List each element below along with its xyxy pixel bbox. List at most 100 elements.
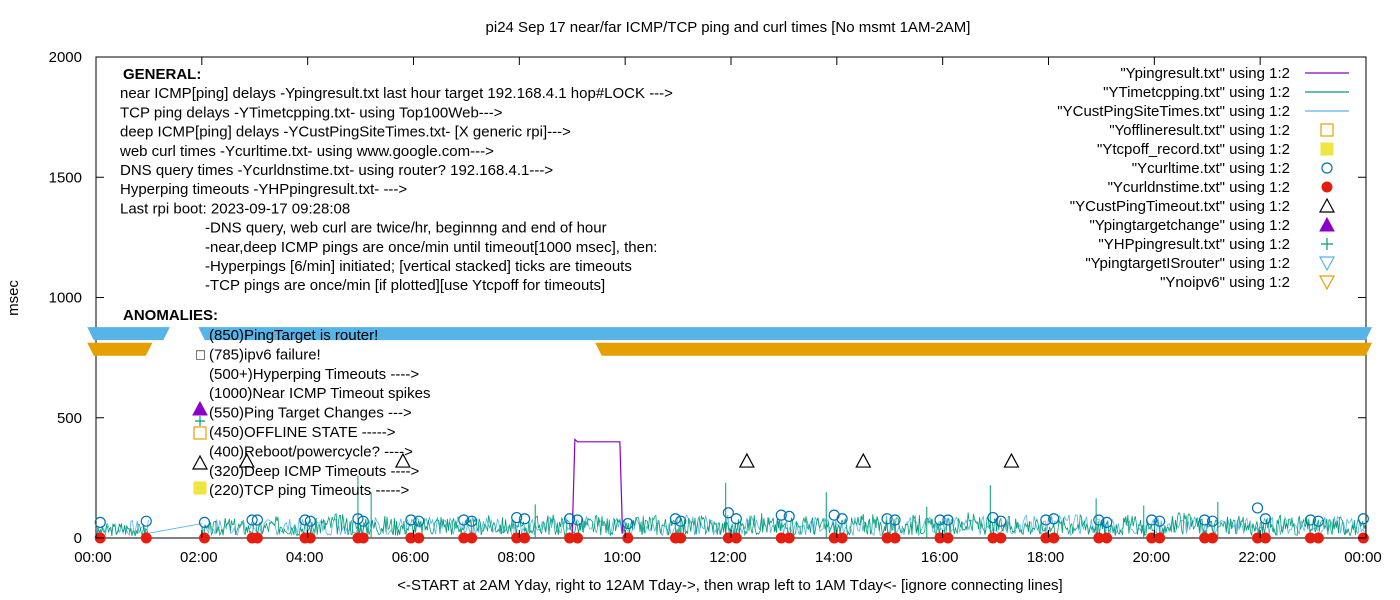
data-point — [413, 532, 425, 544]
legend-swatch — [1319, 216, 1335, 232]
data-point — [669, 513, 682, 525]
legend-label: "YTimetcpping.txt" using 1:2 — [1103, 84, 1290, 101]
anomaly-line: (220)TCP ping Timeouts -----> — [209, 482, 409, 499]
data-point — [622, 517, 634, 530]
legend-swatch — [1318, 275, 1336, 291]
y-tick-label: 2000 — [49, 49, 82, 66]
data-point — [995, 515, 1007, 527]
data-point — [1357, 513, 1369, 525]
x-tick-label: 22:00 — [1238, 549, 1276, 566]
data-point — [675, 515, 687, 527]
data-point — [571, 514, 584, 526]
y-tick-label: 500 — [57, 410, 82, 427]
data-point — [1040, 514, 1052, 526]
data-point — [775, 509, 787, 521]
legend-swatch — [1318, 256, 1336, 272]
status-band — [87, 342, 153, 356]
annotation-line: DNS query times -Ycurldnstime.txt- using… — [120, 162, 553, 179]
status-band — [198, 327, 1373, 341]
data-point — [934, 514, 946, 526]
annotation-line: -DNS query, web curl are twice/hr, begin… — [205, 220, 607, 237]
annotation-line: web curl times -Ycurltime.txt- using www… — [119, 143, 494, 160]
annotation-line: near ICMP[ping] delays -Ypingresult.txt … — [120, 85, 673, 102]
legend-label: "Ynoipv6" using 1:2 — [1160, 274, 1290, 291]
status-band — [87, 327, 170, 341]
y-tick-label: 0 — [74, 530, 82, 547]
data-point — [1199, 514, 1211, 526]
y-tick-label: 1000 — [49, 290, 82, 307]
data-point — [836, 513, 848, 525]
data-point — [1206, 515, 1219, 527]
anomalies-heading: ANOMALIES: — [123, 307, 218, 324]
data-point — [299, 514, 311, 526]
legend-swatch — [1321, 181, 1333, 193]
data-point — [251, 532, 263, 544]
data-point — [730, 532, 742, 544]
data-point — [405, 514, 417, 526]
data-point — [251, 514, 263, 526]
anomaly-line: (1000)Near ICMP Timeout spikes — [209, 385, 430, 402]
data-point — [1312, 515, 1324, 527]
data-point — [466, 515, 478, 527]
data-point — [198, 532, 210, 544]
anomaly-line: (400)Reboot/powercycle? ----> — [209, 443, 413, 460]
data-point — [889, 532, 901, 544]
annotation-line: TCP ping delays -YTimetcpping.txt- using… — [120, 104, 503, 121]
data-point — [1154, 515, 1166, 527]
anomaly-marker-deep-timeout — [191, 454, 209, 470]
data-point — [738, 452, 755, 468]
data-point — [1304, 514, 1317, 526]
annotation-line: Last rpi boot: 2023-09-17 09:28:08 — [120, 200, 350, 217]
data-point — [942, 532, 954, 544]
data-point — [413, 515, 425, 527]
annotation-block: GENERAL: near ICMP[ping] delays -Ypingres… — [119, 66, 673, 499]
x-tick-label: 02:00 — [180, 549, 218, 566]
axis-ticks: 0 500 1000 1500 2000 00:00 02:00 04:00 06:00 08:0… — [49, 49, 1382, 566]
annotation-line: -near,deep ICMP pings are once/min until… — [205, 239, 657, 256]
x-axis-label: <-START at 2AM Yday, right to 12AM Tday-… — [397, 577, 1062, 594]
data-point — [1154, 532, 1166, 544]
data-point — [942, 514, 954, 526]
x-tick-label: 00:00 — [74, 549, 112, 566]
data-point — [458, 514, 470, 526]
legend-label: "Ytcpoff_record.txt" using 1:2 — [1097, 141, 1290, 158]
chart-title: pi24 Sep 17 near/far ICMP/TCP ping and c… — [486, 19, 971, 36]
data-point — [1101, 516, 1113, 528]
x-tick-label: 04:00 — [286, 549, 324, 566]
legend-label: "Ycurldnstime.txt" using 1:2 — [1108, 179, 1290, 196]
data-point — [519, 532, 531, 544]
data-point — [855, 452, 872, 468]
anomaly-line: (785)ipv6 failure! — [209, 346, 321, 363]
data-point — [722, 507, 734, 519]
near-icmp-line — [571, 438, 624, 534]
annotation-line: deep ICMP[ping] delays -YCustPingSiteTim… — [120, 124, 571, 141]
data-point — [238, 452, 255, 468]
anomaly-line: (550)Ping Target Changes ---> — [209, 405, 412, 422]
data-point — [394, 452, 411, 468]
data-point — [357, 515, 369, 527]
tcp-ping-line — [95, 512, 1367, 538]
data-point — [140, 515, 152, 527]
data-point — [730, 513, 742, 525]
legend-label: "YCustPingSiteTimes.txt" using 1:2 — [1057, 103, 1290, 120]
data-point — [246, 514, 258, 526]
annotation-line: -Hyperpings [6/min] initiated; [vertical… — [205, 258, 632, 275]
data-point — [622, 532, 634, 544]
data-point — [511, 511, 523, 524]
data-point — [304, 515, 316, 527]
data-point — [995, 532, 1007, 544]
y-axis-label: msec — [5, 280, 22, 316]
data-point — [1251, 502, 1264, 514]
data-point — [140, 532, 152, 544]
x-tick-label: 16:00 — [921, 549, 959, 566]
legend-label: "Ypingresult.txt" using 1:2 — [1120, 65, 1290, 82]
x-tick-label: 18:00 — [1027, 549, 1065, 566]
data-point — [94, 516, 106, 528]
data-point — [466, 532, 478, 544]
data-point — [1146, 514, 1158, 526]
data-point — [1003, 452, 1020, 468]
data-point — [1207, 532, 1219, 544]
x-tick-label: 08:00 — [498, 549, 536, 566]
legend-label: "YCustPingTimeout.txt" using 1:2 — [1070, 198, 1290, 215]
